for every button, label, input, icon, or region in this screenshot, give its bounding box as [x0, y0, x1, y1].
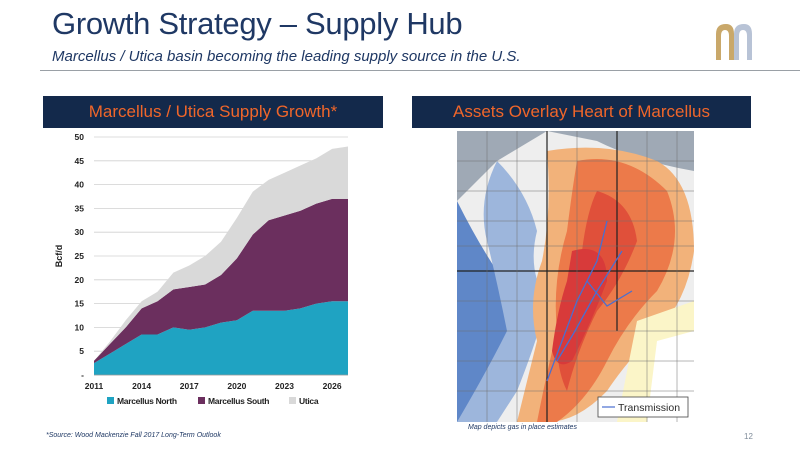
- x-tick-label: 2023: [275, 381, 294, 391]
- y-tick-label: 15: [75, 299, 85, 309]
- map-legend: [597, 396, 689, 418]
- legend-label: Marcellus North: [117, 396, 177, 406]
- page-number: 12: [744, 432, 753, 441]
- y-tick-label: 20: [75, 275, 85, 285]
- marcellus-map: Transmission: [457, 131, 694, 422]
- title-divider: [40, 70, 800, 71]
- area-utica: [94, 146, 348, 361]
- y-tick-label: -: [81, 370, 84, 380]
- y-tick-label: 45: [75, 156, 85, 166]
- map-legend-label: Transmission: [618, 402, 680, 414]
- x-tick-label: 2011: [85, 381, 104, 391]
- y-tick-label: 10: [75, 322, 85, 332]
- y-tick-label: 25: [75, 251, 85, 261]
- area-marcellus-north: [94, 301, 348, 375]
- y-tick-label: 50: [75, 132, 85, 142]
- y-tick-label: 35: [75, 203, 85, 213]
- supply-growth-chart: - 5 10 15 20 25 30 35 40 45 50 2011 2014 2017 2020 2023…: [54, 132, 348, 406]
- slide-title: Growth Strategy – Supply Hub: [52, 6, 463, 41]
- y-tick-label: 5: [79, 346, 84, 356]
- map-panel-header: Assets Overlay Heart of Marcellus: [412, 96, 751, 128]
- area-marcellus-south: [94, 198, 348, 364]
- y-axis-label: Bcf/d: [54, 245, 64, 268]
- legend-swatch: [289, 397, 296, 404]
- x-tick-label: 2017: [180, 381, 199, 391]
- source-footnote: *Source: Wood Mackenzie Fall 2017 Long-T…: [46, 432, 221, 439]
- x-tick-label: 2026: [323, 381, 342, 391]
- legend-label: Marcellus South: [208, 396, 269, 406]
- y-tick-label: 40: [75, 180, 85, 190]
- legend-swatch: [198, 397, 205, 404]
- legend-label: Utica: [299, 396, 319, 406]
- company-logo: [716, 24, 752, 60]
- chart-panel-header: Marcellus / Utica Supply Growth*: [43, 96, 383, 128]
- slide-subtitle: Marcellus / Utica basin becoming the lea…: [52, 48, 521, 65]
- map-note: Map depicts gas in place estimates: [468, 424, 577, 431]
- y-tick-label: 30: [75, 227, 85, 237]
- x-tick-label: 2020: [227, 381, 246, 391]
- legend-swatch: [107, 397, 114, 404]
- x-tick-label: 2014: [132, 381, 151, 391]
